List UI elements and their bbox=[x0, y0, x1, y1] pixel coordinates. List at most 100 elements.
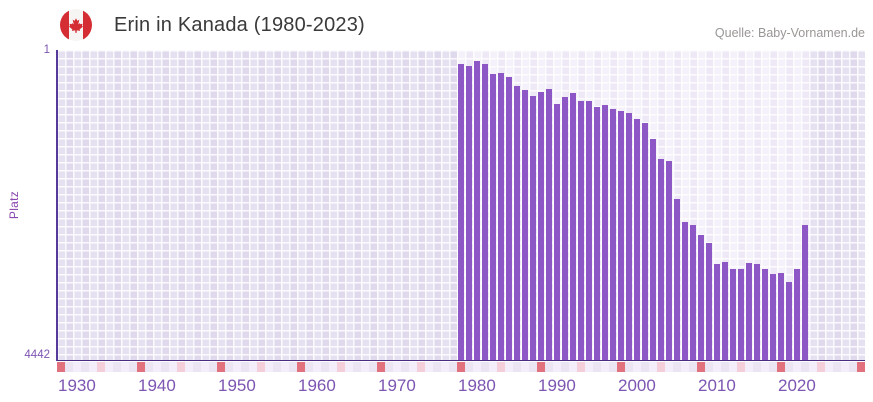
y-axis-line bbox=[56, 50, 58, 361]
bar-2012[interactable] bbox=[713, 263, 721, 360]
bar-2013[interactable] bbox=[721, 262, 729, 360]
year-cell bbox=[161, 362, 169, 372]
year-cell bbox=[89, 362, 97, 372]
year-cell bbox=[849, 362, 857, 372]
year-cell bbox=[201, 362, 209, 372]
year-cell bbox=[409, 362, 417, 372]
year-cell bbox=[329, 362, 337, 372]
bar-1999[interactable] bbox=[609, 109, 617, 360]
bar-2017[interactable] bbox=[753, 264, 761, 360]
bar-1988[interactable] bbox=[521, 90, 529, 360]
bar-2020[interactable] bbox=[777, 272, 785, 360]
bar-2010[interactable] bbox=[697, 235, 705, 360]
year-cell bbox=[81, 362, 89, 372]
y-tick-best-rank: 1 bbox=[43, 44, 50, 56]
bar-2019[interactable] bbox=[769, 274, 777, 360]
bar-2018[interactable] bbox=[761, 269, 769, 360]
year-cell bbox=[673, 362, 681, 372]
year-cell bbox=[185, 362, 193, 372]
bar-2022[interactable] bbox=[793, 269, 801, 360]
half-decade-marker-cell bbox=[257, 362, 265, 372]
bar-1989[interactable] bbox=[529, 96, 537, 360]
bar-1995[interactable] bbox=[577, 101, 585, 360]
x-tick-label-2020: 2020 bbox=[778, 376, 816, 395]
year-cell bbox=[209, 362, 217, 372]
decade-marker-cell bbox=[297, 362, 305, 372]
decade-marker-cell bbox=[777, 362, 785, 372]
year-cell bbox=[241, 362, 249, 372]
bar-1986[interactable] bbox=[505, 77, 513, 360]
half-decade-marker-cell bbox=[337, 362, 345, 372]
bar-1982[interactable] bbox=[473, 61, 481, 360]
source-credit-link[interactable]: Quelle: Baby-Vornamen.de bbox=[714, 26, 865, 40]
bar-1991[interactable] bbox=[545, 89, 553, 360]
bar-2001[interactable] bbox=[625, 113, 633, 360]
x-axis-line bbox=[57, 359, 865, 362]
bar-2015[interactable] bbox=[737, 269, 745, 360]
y-tick-worst-rank: 4442 bbox=[24, 349, 50, 361]
year-cell bbox=[265, 362, 273, 372]
bar-1984[interactable] bbox=[489, 74, 497, 360]
year-cell bbox=[729, 362, 737, 372]
bar-2000[interactable] bbox=[617, 110, 625, 360]
bar-2008[interactable] bbox=[681, 221, 689, 360]
bar-1997[interactable] bbox=[593, 107, 601, 360]
bar-2021[interactable] bbox=[785, 282, 793, 360]
year-cell bbox=[473, 362, 481, 372]
bar-1980[interactable] bbox=[457, 64, 465, 360]
year-cell bbox=[793, 362, 801, 372]
decade-marker-cell bbox=[57, 362, 65, 372]
year-cell bbox=[833, 362, 841, 372]
bar-2011[interactable] bbox=[705, 243, 713, 360]
year-cell bbox=[625, 362, 633, 372]
bar-2006[interactable] bbox=[665, 160, 673, 360]
decade-marker-cell bbox=[457, 362, 465, 372]
x-tick-label-1980: 1980 bbox=[458, 376, 496, 395]
plot-bg bbox=[809, 50, 865, 360]
bar-1990[interactable] bbox=[537, 91, 545, 360]
bar-1985[interactable] bbox=[497, 72, 505, 360]
bar-2005[interactable] bbox=[657, 158, 665, 360]
year-cell bbox=[825, 362, 833, 372]
bar-1981[interactable] bbox=[465, 66, 473, 360]
bar-1993[interactable] bbox=[561, 97, 569, 360]
bar-2007[interactable] bbox=[673, 198, 681, 360]
decade-marker-cell bbox=[377, 362, 385, 372]
bar-1983[interactable] bbox=[481, 64, 489, 360]
year-cell bbox=[585, 362, 593, 372]
decade-marker-cell bbox=[697, 362, 705, 372]
year-cell bbox=[425, 362, 433, 372]
year-cell bbox=[65, 362, 73, 372]
bar-1996[interactable] bbox=[585, 101, 593, 360]
year-cell bbox=[393, 362, 401, 372]
bar-2003[interactable] bbox=[641, 122, 649, 360]
bar-2014[interactable] bbox=[729, 268, 737, 360]
year-cell bbox=[753, 362, 761, 372]
decade-marker-cell bbox=[537, 362, 545, 372]
x-tick-label-2010: 2010 bbox=[698, 376, 736, 395]
year-cell bbox=[489, 362, 497, 372]
year-cell bbox=[361, 362, 369, 372]
decade-marker-cell bbox=[137, 362, 145, 372]
half-decade-marker-cell bbox=[657, 362, 665, 372]
year-cell bbox=[633, 362, 641, 372]
year-cell bbox=[73, 362, 81, 372]
canada-flag-icon bbox=[60, 9, 92, 41]
bar-1992[interactable] bbox=[553, 103, 561, 360]
bar-2004[interactable] bbox=[649, 138, 657, 360]
bar-2009[interactable] bbox=[689, 224, 697, 360]
bar-1987[interactable] bbox=[513, 86, 521, 360]
bar-2023[interactable] bbox=[801, 225, 809, 360]
bar-1998[interactable] bbox=[601, 105, 609, 360]
year-cell bbox=[481, 362, 489, 372]
bar-1994[interactable] bbox=[569, 93, 577, 360]
year-cell bbox=[769, 362, 777, 372]
bar-2002[interactable] bbox=[633, 119, 641, 360]
chart-title: Erin in Kanada (1980-2023) bbox=[114, 14, 365, 36]
x-tick-label-1970: 1970 bbox=[378, 376, 416, 395]
half-decade-marker-cell bbox=[177, 362, 185, 372]
x-tick-label-1950: 1950 bbox=[218, 376, 256, 395]
bar-2016[interactable] bbox=[745, 263, 753, 360]
x-tick-label-1960: 1960 bbox=[298, 376, 336, 395]
